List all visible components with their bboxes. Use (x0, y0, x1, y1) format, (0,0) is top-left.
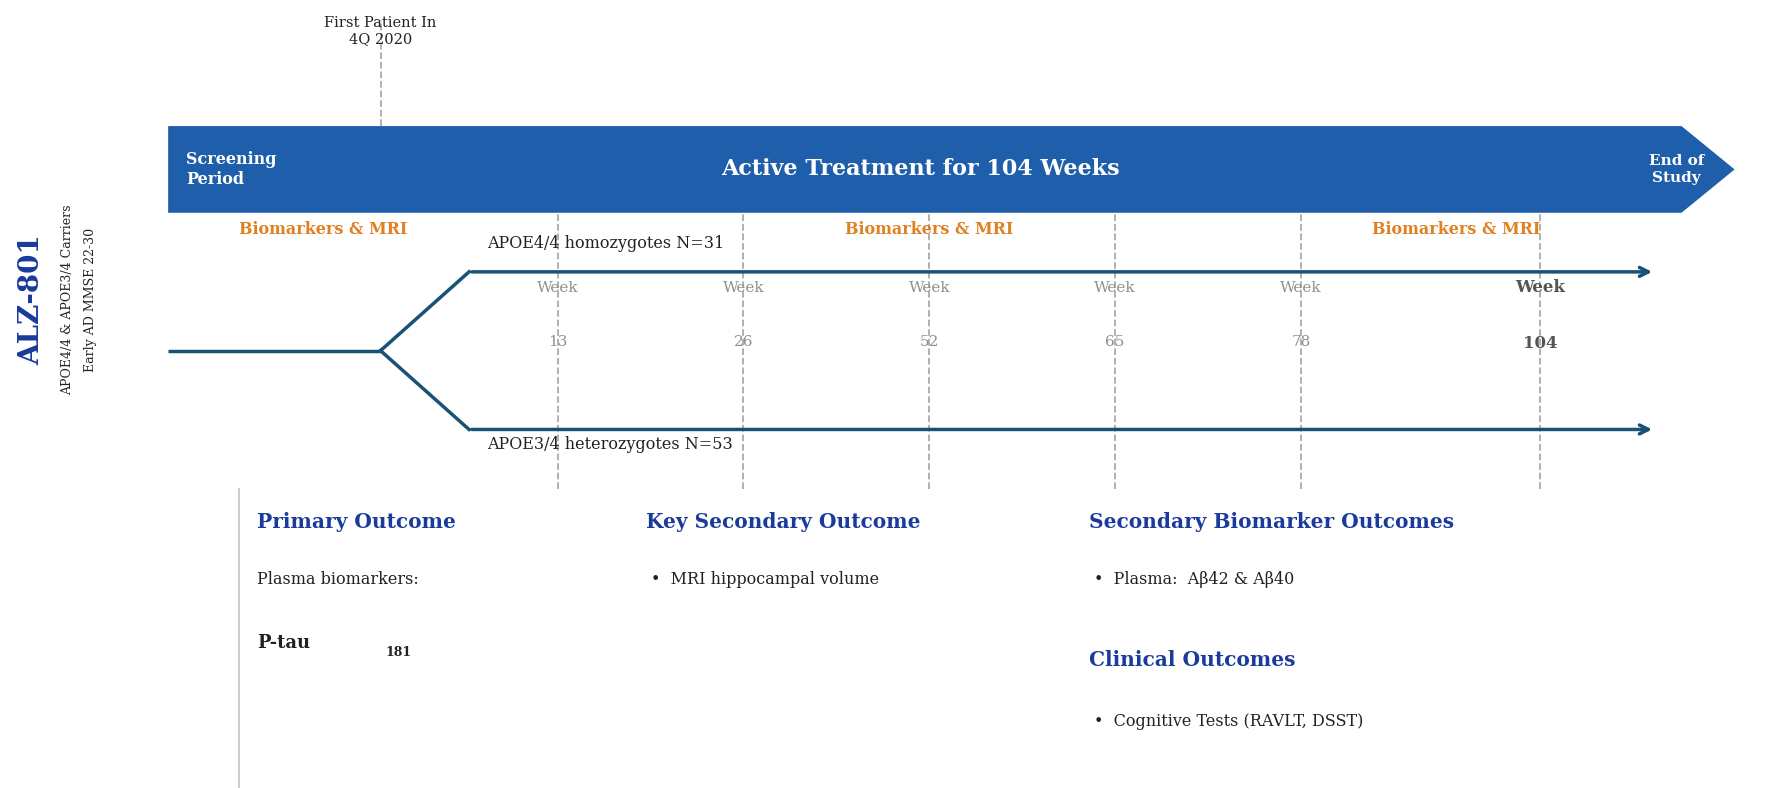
Text: Week: Week (536, 281, 579, 296)
Text: First Patient In
4Q 2020: First Patient In 4Q 2020 (324, 16, 437, 46)
Text: Biomarkers & MRI: Biomarkers & MRI (1372, 221, 1540, 238)
Text: End of
Study: End of Study (1648, 154, 1705, 184)
Text: Clinical Outcomes: Clinical Outcomes (1089, 650, 1296, 670)
Text: Week: Week (908, 281, 950, 296)
Text: Secondary Biomarker Outcomes: Secondary Biomarker Outcomes (1089, 512, 1453, 532)
Text: Week: Week (1094, 281, 1136, 296)
Text: Screening
Period: Screening Period (186, 151, 276, 188)
Text: ALZ-801: ALZ-801 (18, 234, 46, 365)
Text: 52: 52 (920, 335, 938, 349)
Text: 13: 13 (549, 335, 566, 349)
Text: Week: Week (1515, 278, 1565, 296)
Text: Key Secondary Outcome: Key Secondary Outcome (646, 512, 920, 532)
Text: •  MRI hippocampal volume: • MRI hippocampal volume (651, 571, 880, 589)
Text: •  Plasma:  Aβ42 & Aβ40: • Plasma: Aβ42 & Aβ40 (1094, 571, 1294, 589)
Text: APOE4/4 homozygotes N=31: APOE4/4 homozygotes N=31 (487, 235, 724, 252)
Text: 104: 104 (1522, 335, 1558, 352)
Text: Week: Week (722, 281, 765, 296)
Text: Plasma biomarkers:: Plasma biomarkers: (257, 571, 418, 589)
Text: 26: 26 (733, 335, 754, 349)
Text: 78: 78 (1292, 335, 1310, 349)
Text: Active Treatment for 104 Weeks: Active Treatment for 104 Weeks (720, 158, 1120, 180)
Text: Week: Week (1280, 281, 1322, 296)
Text: Primary Outcome: Primary Outcome (257, 512, 455, 532)
Text: Biomarkers & MRI: Biomarkers & MRI (239, 221, 407, 238)
Text: 65: 65 (1106, 335, 1124, 349)
Polygon shape (168, 126, 1735, 213)
Text: APOE3/4 heterozygotes N=53: APOE3/4 heterozygotes N=53 (487, 436, 733, 453)
Text: Early AD MMSE 22-30: Early AD MMSE 22-30 (83, 228, 97, 371)
Text: Biomarkers & MRI: Biomarkers & MRI (844, 221, 1014, 238)
Text: •  Cognitive Tests (RAVLT, DSST): • Cognitive Tests (RAVLT, DSST) (1094, 713, 1363, 730)
Text: 181: 181 (386, 646, 412, 659)
Text: P-tau: P-tau (257, 634, 310, 652)
Text: APOE4/4 & APOE3/4 Carriers: APOE4/4 & APOE3/4 Carriers (60, 204, 74, 395)
